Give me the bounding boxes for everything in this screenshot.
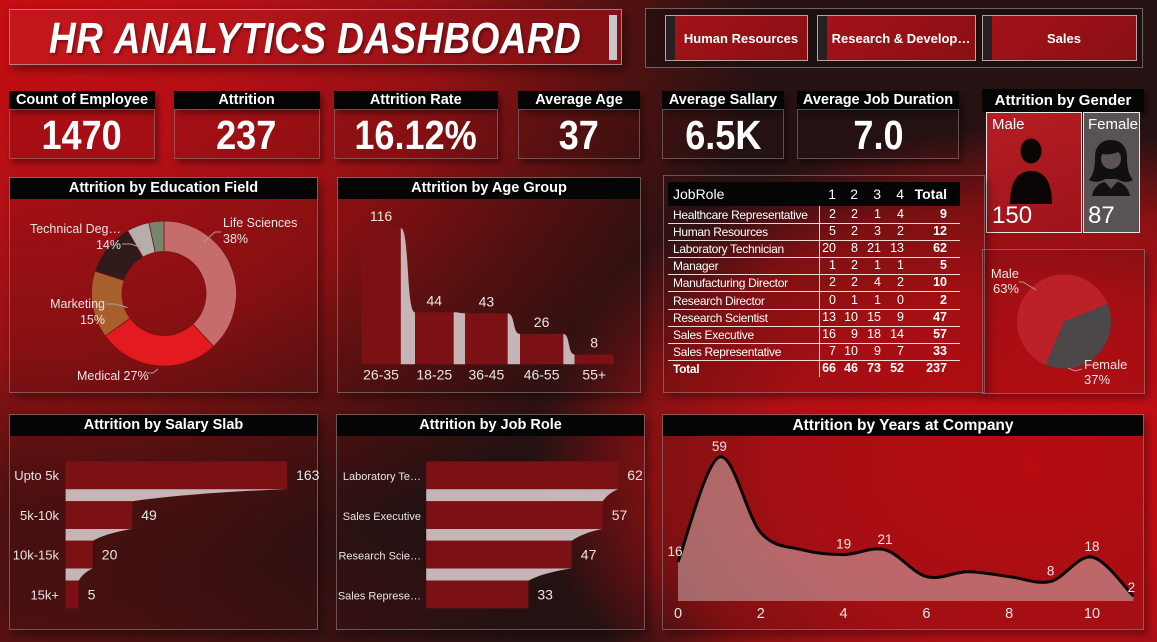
svg-text:5k-10k: 5k-10k bbox=[20, 508, 60, 523]
svg-text:8: 8 bbox=[1005, 606, 1013, 622]
svg-text:Laboratory Te…: Laboratory Te… bbox=[343, 471, 421, 483]
svg-text:57: 57 bbox=[612, 507, 628, 523]
svg-text:59: 59 bbox=[712, 439, 727, 454]
svg-text:20: 20 bbox=[102, 547, 118, 563]
svg-text:5: 5 bbox=[88, 587, 96, 603]
svg-text:18: 18 bbox=[1084, 539, 1099, 554]
svg-text:21: 21 bbox=[877, 532, 892, 547]
svg-text:36-45: 36-45 bbox=[468, 366, 504, 382]
svg-text:163: 163 bbox=[296, 467, 319, 483]
svg-text:33: 33 bbox=[537, 587, 553, 603]
svg-text:Medical 27%: Medical 27% bbox=[77, 369, 149, 383]
svg-text:63%: 63% bbox=[993, 281, 1019, 296]
svg-text:Technical Deg…: Technical Deg… bbox=[30, 222, 121, 236]
svg-text:14%: 14% bbox=[96, 238, 121, 252]
svg-text:37%: 37% bbox=[1084, 372, 1110, 387]
svg-text:15k+: 15k+ bbox=[30, 588, 59, 603]
svg-text:0: 0 bbox=[674, 606, 682, 622]
svg-text:Female: Female bbox=[1084, 357, 1127, 372]
svg-text:43: 43 bbox=[479, 293, 495, 309]
svg-text:26: 26 bbox=[534, 314, 550, 330]
svg-text:55+: 55+ bbox=[582, 366, 606, 382]
svg-text:2: 2 bbox=[757, 606, 765, 622]
svg-text:Research Scie…: Research Scie… bbox=[338, 551, 421, 563]
svg-text:8: 8 bbox=[1047, 564, 1055, 579]
svg-text:10: 10 bbox=[1084, 606, 1100, 622]
svg-text:8: 8 bbox=[590, 335, 598, 351]
svg-text:Sales Represe…: Sales Represe… bbox=[338, 591, 421, 603]
svg-text:6: 6 bbox=[922, 606, 930, 622]
svg-text:Upto 5k: Upto 5k bbox=[14, 468, 59, 483]
svg-text:Sales Executive: Sales Executive bbox=[343, 511, 421, 523]
svg-text:44: 44 bbox=[427, 292, 443, 308]
svg-text:47: 47 bbox=[581, 547, 597, 563]
svg-text:10k-15k: 10k-15k bbox=[13, 548, 60, 563]
svg-text:Male: Male bbox=[991, 266, 1019, 281]
svg-text:Life Sciences: Life Sciences bbox=[223, 216, 297, 230]
svg-text:38%: 38% bbox=[223, 232, 248, 246]
svg-text:19: 19 bbox=[836, 537, 851, 552]
svg-text:15%: 15% bbox=[80, 313, 105, 327]
svg-text:116: 116 bbox=[370, 208, 393, 224]
svg-text:46-55: 46-55 bbox=[524, 366, 560, 382]
svg-text:62: 62 bbox=[627, 467, 643, 483]
svg-text:16: 16 bbox=[667, 544, 682, 559]
svg-text:2: 2 bbox=[1128, 580, 1136, 595]
svg-text:Marketing: Marketing bbox=[50, 297, 105, 311]
svg-text:49: 49 bbox=[141, 507, 157, 523]
svg-text:26-35: 26-35 bbox=[363, 366, 399, 382]
svg-text:4: 4 bbox=[840, 606, 848, 622]
svg-text:18-25: 18-25 bbox=[416, 366, 452, 382]
